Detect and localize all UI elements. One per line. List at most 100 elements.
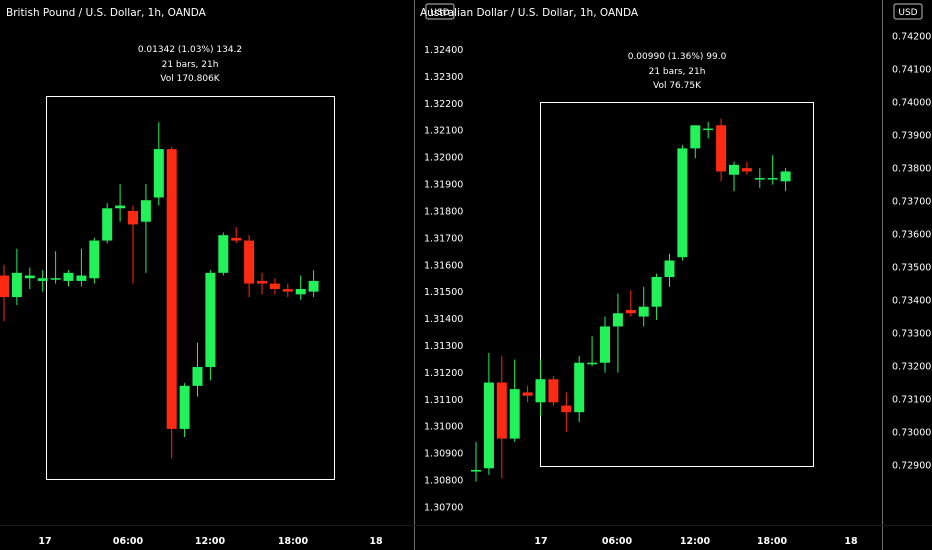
candle-body [522, 392, 533, 396]
y-tick-label: 1.31700 [424, 233, 463, 244]
currency-label: USD [430, 8, 449, 18]
y-tick-label: 1.31200 [424, 368, 463, 379]
y-tick-label: 1.31500 [424, 287, 463, 298]
y-tick-label: 1.30700 [424, 502, 463, 513]
candle-body [471, 469, 481, 472]
candle-body [231, 237, 242, 241]
candle-body [63, 272, 74, 281]
candle-body [625, 309, 636, 314]
y-tick-label: 1.31900 [424, 180, 463, 191]
candle-body [269, 283, 280, 289]
y-tick-label: 1.30800 [424, 476, 463, 487]
measure-volume-label: Vol 76.75K [653, 81, 702, 91]
candle-body [561, 405, 572, 413]
y-tick-label: 0.74000 [892, 98, 931, 109]
candle-body [244, 240, 255, 284]
candle-body [308, 280, 319, 292]
x-tick-label: 06:00 [602, 536, 633, 547]
candle-body [205, 272, 216, 368]
y-tick-label: 1.31400 [424, 314, 463, 325]
y-tick-label: 0.73300 [892, 329, 931, 340]
candle-body [587, 362, 598, 365]
candle-body [192, 367, 203, 386]
y-tick-label: 1.32000 [424, 153, 463, 164]
candle-body [690, 125, 701, 149]
chart-title: Australian Dollar / U.S. Dollar, 1h, OAN… [420, 7, 639, 19]
x-tick-label: 06:00 [113, 536, 144, 547]
candle-body [767, 178, 778, 180]
measure-box [540, 102, 814, 467]
y-tick-label: 0.73500 [892, 263, 931, 274]
x-tick-label: 12:00 [680, 536, 711, 547]
candle-body [11, 272, 22, 298]
y-tick-label: 1.30900 [424, 449, 463, 460]
candle-body [754, 178, 765, 180]
candle-body [651, 276, 662, 307]
y-tick-label: 1.31300 [424, 341, 463, 352]
x-tick-label: 18:00 [757, 536, 788, 547]
candle-body [729, 164, 739, 175]
y-tick-label: 1.31600 [424, 260, 463, 271]
candle-body [295, 288, 306, 295]
x-tick-label: 18 [369, 536, 383, 547]
candle-body [153, 149, 164, 198]
candle-body [496, 382, 507, 439]
y-tick-label: 0.72900 [892, 460, 931, 471]
x-tick-label: 17 [38, 536, 51, 547]
candle-body [716, 125, 727, 172]
candle-body [548, 379, 559, 403]
candle-body [0, 275, 9, 298]
candle-body [612, 313, 623, 327]
y-tick-label: 0.73900 [892, 131, 931, 142]
x-tick-label: 17 [534, 536, 547, 547]
y-tick-label: 0.73200 [892, 362, 931, 373]
candle-body [115, 205, 126, 209]
candle-body [37, 278, 48, 281]
candle-body [664, 260, 675, 277]
y-tick-label: 0.73600 [892, 230, 931, 241]
measure-change-label: 0.01342 (1.03%) 134.2 [138, 45, 242, 55]
currency-label: USD [898, 8, 917, 18]
candle-body [89, 240, 100, 279]
y-tick-label: 0.73400 [892, 296, 931, 307]
y-tick-label: 0.74200 [892, 32, 931, 43]
currency-badge[interactable] [893, 3, 923, 20]
y-tick-label: 1.32200 [424, 99, 463, 110]
candle-body [535, 379, 546, 403]
y-tick-label: 0.74100 [892, 65, 931, 76]
candle-body [600, 326, 610, 363]
measure-bars-label: 21 bars, 21h [162, 60, 219, 70]
y-tick-label: 1.32400 [424, 45, 463, 56]
measure-change-label: 0.00990 (1.36%) 99.0 [628, 52, 727, 62]
currency-badge[interactable] [425, 3, 455, 20]
y-tick-label: 1.32100 [424, 126, 463, 137]
candle-body [741, 168, 752, 172]
candle-body [483, 382, 494, 469]
candle-body [24, 275, 35, 279]
y-tick-label: 1.31000 [424, 422, 463, 433]
candle-body [703, 128, 714, 131]
x-tick-label: 12:00 [195, 536, 226, 547]
candle-body [780, 171, 791, 182]
x-tick-label: 18:00 [278, 536, 309, 547]
candle-body [282, 288, 293, 292]
candle-body [677, 148, 688, 258]
candle-body [574, 362, 585, 413]
candle-body [140, 200, 151, 222]
candle-body [509, 389, 520, 439]
y-tick-label: 0.73700 [892, 197, 931, 208]
y-tick-label: 0.73000 [892, 427, 931, 438]
y-tick-label: 0.73100 [892, 395, 931, 406]
chart-title: British Pound / U.S. Dollar, 1h, OANDA [6, 7, 207, 19]
candle-body [218, 235, 229, 273]
y-tick-label: 1.32300 [424, 72, 463, 83]
x-tick-label: 18 [844, 536, 858, 547]
candle-body [179, 385, 190, 429]
candle-body [50, 278, 61, 280]
y-tick-label: 0.73800 [892, 164, 931, 175]
candle-body [128, 210, 138, 225]
candle-body [166, 149, 177, 429]
candle-body [638, 306, 649, 317]
y-tick-label: 1.31100 [424, 395, 463, 406]
